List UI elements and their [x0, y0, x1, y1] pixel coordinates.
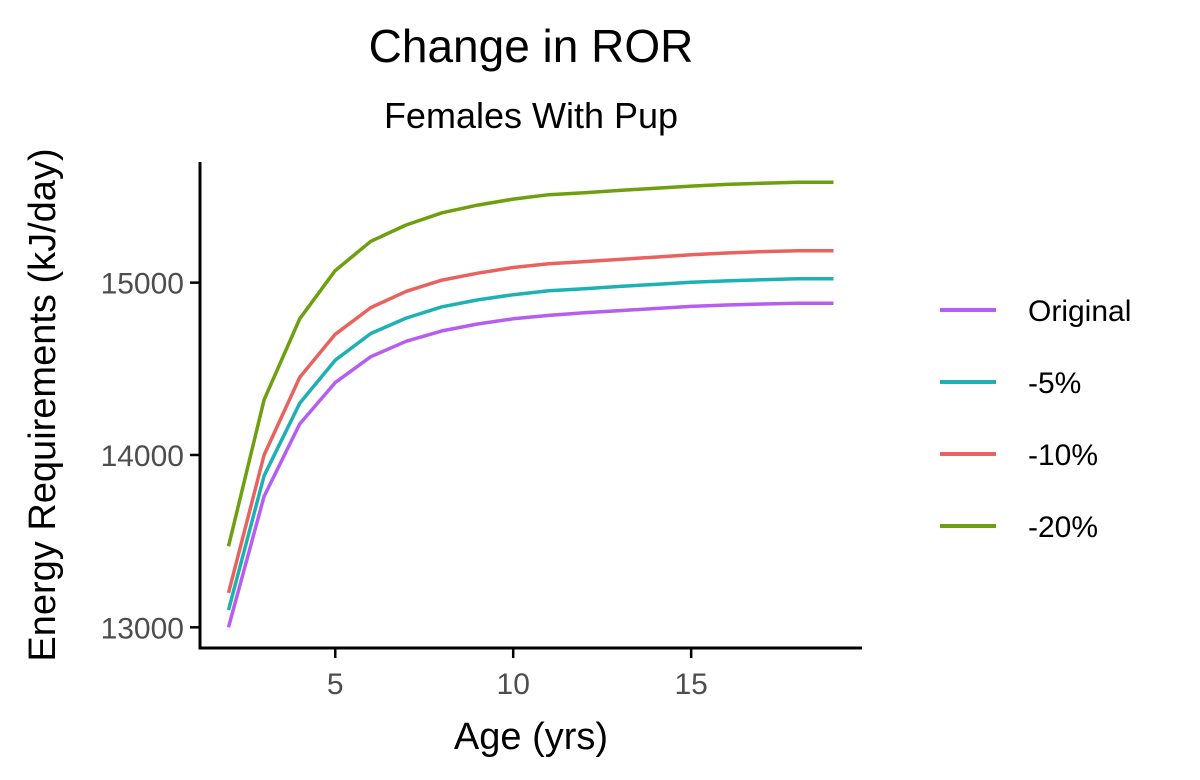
y-tick-label-1: 14000 [101, 440, 184, 473]
legend: Original -5% -10% -20% [940, 295, 1131, 544]
series-line-1 [226, 277, 834, 611]
series-layer [226, 180, 834, 628]
legend-label-0: Original [1028, 295, 1131, 328]
x-tick-label-2: 15 [674, 668, 707, 701]
chart-title: Change in ROR [369, 20, 694, 72]
x-tick-label-1: 10 [497, 668, 530, 701]
y-tick-label-2: 15000 [101, 268, 184, 301]
chart-subtitle: Females With Pup [384, 95, 678, 136]
legend-label-1: -5% [1028, 367, 1081, 400]
series-line-3 [226, 180, 834, 547]
series-line-2 [226, 249, 834, 594]
series-line-0 [226, 301, 834, 628]
x-tick-label-0: 5 [327, 668, 344, 701]
x-axis-title: Age (yrs) [454, 716, 608, 758]
y-tick-label-0: 13000 [101, 612, 184, 645]
axes-layer: 5 10 15 13000 14000 15000 [101, 162, 862, 701]
legend-label-2: -10% [1028, 439, 1098, 472]
y-axis-title: Energy Requirements (kJ/day) [22, 148, 64, 661]
legend-label-3: -20% [1028, 511, 1098, 544]
